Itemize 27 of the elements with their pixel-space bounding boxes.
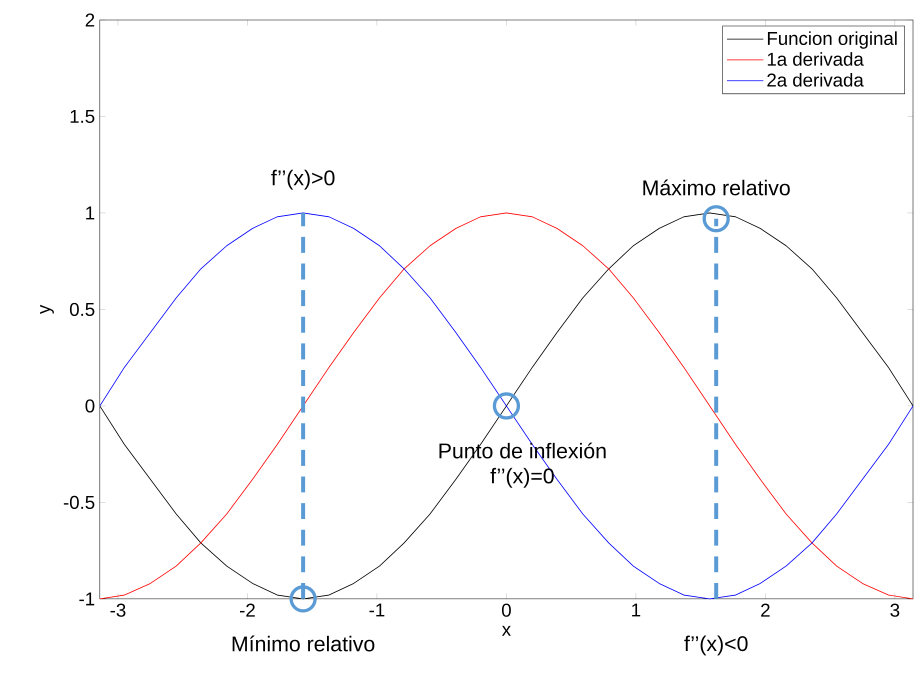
y-tick-label: 2 <box>86 13 94 26</box>
x-tick-label: -1 <box>369 603 384 616</box>
y-tick-label: -0.5 <box>64 496 94 509</box>
point <box>289 585 317 612</box>
x-tick-label: 2 <box>761 603 770 616</box>
legend-label: 2a derivada <box>767 72 864 86</box>
x-tick-label: -3 <box>110 603 126 617</box>
annotation: Mínimo relativo <box>232 635 374 652</box>
annotation: f’’(x)=0 <box>490 468 554 488</box>
y-tick-label: 1.5 <box>70 110 94 123</box>
y-tick-label: 0 <box>85 399 94 412</box>
y-tick-label: -1 <box>79 592 94 606</box>
legend-label: 1a derivada <box>768 52 864 66</box>
point <box>492 392 520 420</box>
x-tick-label: -2 <box>240 603 255 616</box>
x-axis-title: x <box>502 626 511 636</box>
y-tick-label: 1 <box>86 206 94 220</box>
y-axis-title: y <box>40 304 54 314</box>
x-tick-label: 1 <box>632 603 640 616</box>
point <box>702 204 730 232</box>
y-tick-label: 0.5 <box>70 302 94 316</box>
legend-label: Funcion original <box>768 31 897 48</box>
annotation: f’’(x)>0 <box>271 170 335 190</box>
annotation: f’’(x)<0 <box>684 635 748 656</box>
x-tick-label: 3 <box>890 603 900 617</box>
x-tick-label: 0 <box>502 603 511 617</box>
annotation: Máximo relativo <box>643 179 790 196</box>
